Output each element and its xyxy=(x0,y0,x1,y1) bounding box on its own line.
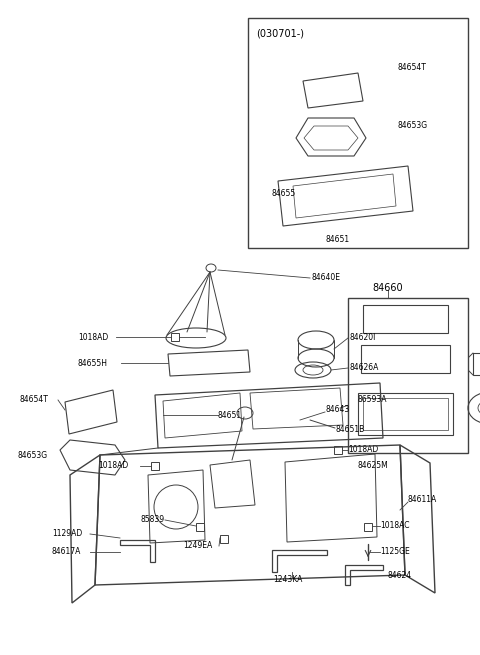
Text: 1249EA: 1249EA xyxy=(183,542,212,550)
Bar xyxy=(248,18,468,248)
Text: 84655: 84655 xyxy=(272,189,296,198)
Bar xyxy=(196,523,204,531)
Bar xyxy=(151,462,159,470)
Bar xyxy=(364,523,372,531)
Text: 84655H: 84655H xyxy=(78,358,108,367)
Bar xyxy=(171,333,179,341)
Bar xyxy=(220,535,228,543)
Text: 84626A: 84626A xyxy=(350,364,379,373)
Text: 1243KA: 1243KA xyxy=(273,576,303,584)
Bar xyxy=(334,446,342,454)
Text: 84654T: 84654T xyxy=(20,396,49,405)
Bar xyxy=(363,398,448,430)
Text: 1129AD: 1129AD xyxy=(52,529,82,538)
Text: 84625M: 84625M xyxy=(358,460,389,470)
Text: 84643: 84643 xyxy=(325,405,349,415)
Text: 86593A: 86593A xyxy=(358,396,387,405)
Text: 1018AD: 1018AD xyxy=(348,445,378,455)
Text: 84611A: 84611A xyxy=(408,495,437,504)
Text: 84653G: 84653G xyxy=(18,451,48,460)
Text: (030701-): (030701-) xyxy=(256,29,304,39)
Text: 84651: 84651 xyxy=(218,411,242,419)
Text: 84617A: 84617A xyxy=(52,548,82,557)
Text: 84653G: 84653G xyxy=(398,121,428,130)
Text: 84660: 84660 xyxy=(372,283,403,293)
Text: 1018AD: 1018AD xyxy=(98,462,128,470)
Text: 84620I: 84620I xyxy=(350,333,376,343)
Text: 84651: 84651 xyxy=(326,236,350,244)
Text: 84640E: 84640E xyxy=(312,274,341,282)
Text: 1125GE: 1125GE xyxy=(380,548,410,557)
Text: 85839: 85839 xyxy=(141,515,165,525)
Text: 84651B: 84651B xyxy=(335,426,364,434)
Text: 84654T: 84654T xyxy=(398,64,427,73)
Text: 1018AC: 1018AC xyxy=(380,521,409,531)
Text: 84624: 84624 xyxy=(388,571,412,580)
Bar xyxy=(348,298,468,453)
Text: 1018AD: 1018AD xyxy=(78,333,108,341)
